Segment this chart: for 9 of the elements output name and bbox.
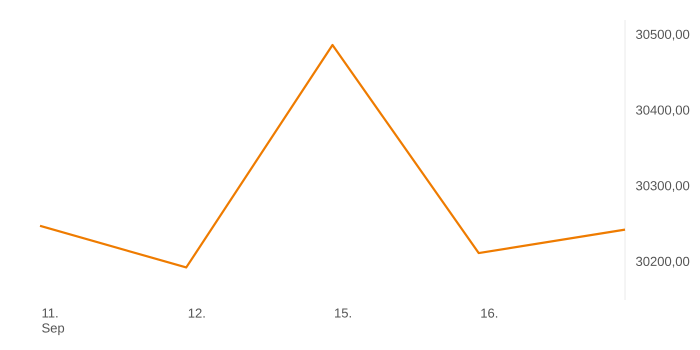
x-tick-label: 16. (481, 308, 498, 318)
y-tick-label: 30400,00 (636, 105, 690, 116)
line-series (38, 44, 626, 269)
y-tick-label: 30300,00 (636, 181, 690, 192)
x-tick-label: 15. (335, 308, 351, 318)
x-tick-label: 11. Sep (42, 308, 64, 336)
x-tick-label: 12. (188, 308, 205, 318)
y-tick-label: 30500,00 (636, 30, 690, 41)
y-tick-label: 30200,00 (636, 256, 690, 268)
